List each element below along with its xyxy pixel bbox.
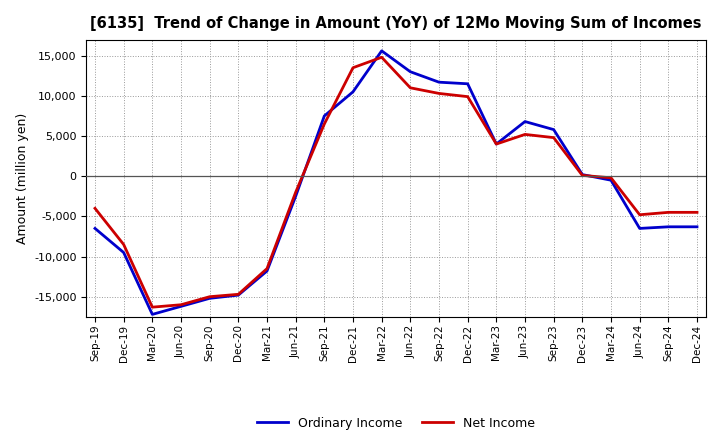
Ordinary Income bbox=[205, 296, 214, 301]
Net Income bbox=[234, 292, 243, 297]
Ordinary Income bbox=[521, 119, 529, 124]
Net Income bbox=[91, 205, 99, 211]
Ordinary Income bbox=[578, 172, 587, 177]
Net Income bbox=[549, 135, 558, 140]
Net Income bbox=[464, 94, 472, 99]
Net Income bbox=[635, 212, 644, 217]
Ordinary Income bbox=[549, 127, 558, 132]
Net Income bbox=[205, 294, 214, 299]
Ordinary Income bbox=[176, 304, 185, 309]
Ordinary Income bbox=[406, 69, 415, 74]
Ordinary Income bbox=[148, 312, 157, 317]
Ordinary Income bbox=[234, 293, 243, 298]
Net Income bbox=[578, 173, 587, 178]
Net Income bbox=[607, 175, 616, 180]
Ordinary Income bbox=[635, 226, 644, 231]
Ordinary Income bbox=[91, 226, 99, 231]
Ordinary Income bbox=[464, 81, 472, 86]
Net Income bbox=[693, 210, 701, 215]
Legend: Ordinary Income, Net Income: Ordinary Income, Net Income bbox=[252, 412, 540, 435]
Net Income bbox=[176, 302, 185, 308]
Title: [6135]  Trend of Change in Amount (YoY) of 12Mo Moving Sum of Incomes: [6135] Trend of Change in Amount (YoY) o… bbox=[90, 16, 702, 32]
Net Income bbox=[120, 242, 128, 247]
Ordinary Income bbox=[292, 194, 300, 199]
Net Income bbox=[148, 304, 157, 310]
Net Income bbox=[406, 85, 415, 91]
Ordinary Income bbox=[320, 113, 328, 118]
Ordinary Income bbox=[664, 224, 672, 229]
Net Income bbox=[664, 210, 672, 215]
Ordinary Income bbox=[348, 89, 357, 95]
Y-axis label: Amount (million yen): Amount (million yen) bbox=[16, 113, 29, 244]
Net Income bbox=[320, 121, 328, 127]
Net Income bbox=[492, 141, 500, 147]
Ordinary Income bbox=[435, 80, 444, 85]
Net Income bbox=[435, 91, 444, 96]
Ordinary Income bbox=[492, 141, 500, 147]
Ordinary Income bbox=[377, 48, 386, 54]
Ordinary Income bbox=[263, 268, 271, 274]
Net Income bbox=[292, 190, 300, 195]
Net Income bbox=[521, 132, 529, 137]
Net Income bbox=[377, 55, 386, 60]
Ordinary Income bbox=[120, 250, 128, 255]
Line: Net Income: Net Income bbox=[95, 57, 697, 307]
Line: Ordinary Income: Ordinary Income bbox=[95, 51, 697, 315]
Ordinary Income bbox=[693, 224, 701, 229]
Ordinary Income bbox=[607, 178, 616, 183]
Net Income bbox=[263, 266, 271, 271]
Net Income bbox=[348, 65, 357, 70]
